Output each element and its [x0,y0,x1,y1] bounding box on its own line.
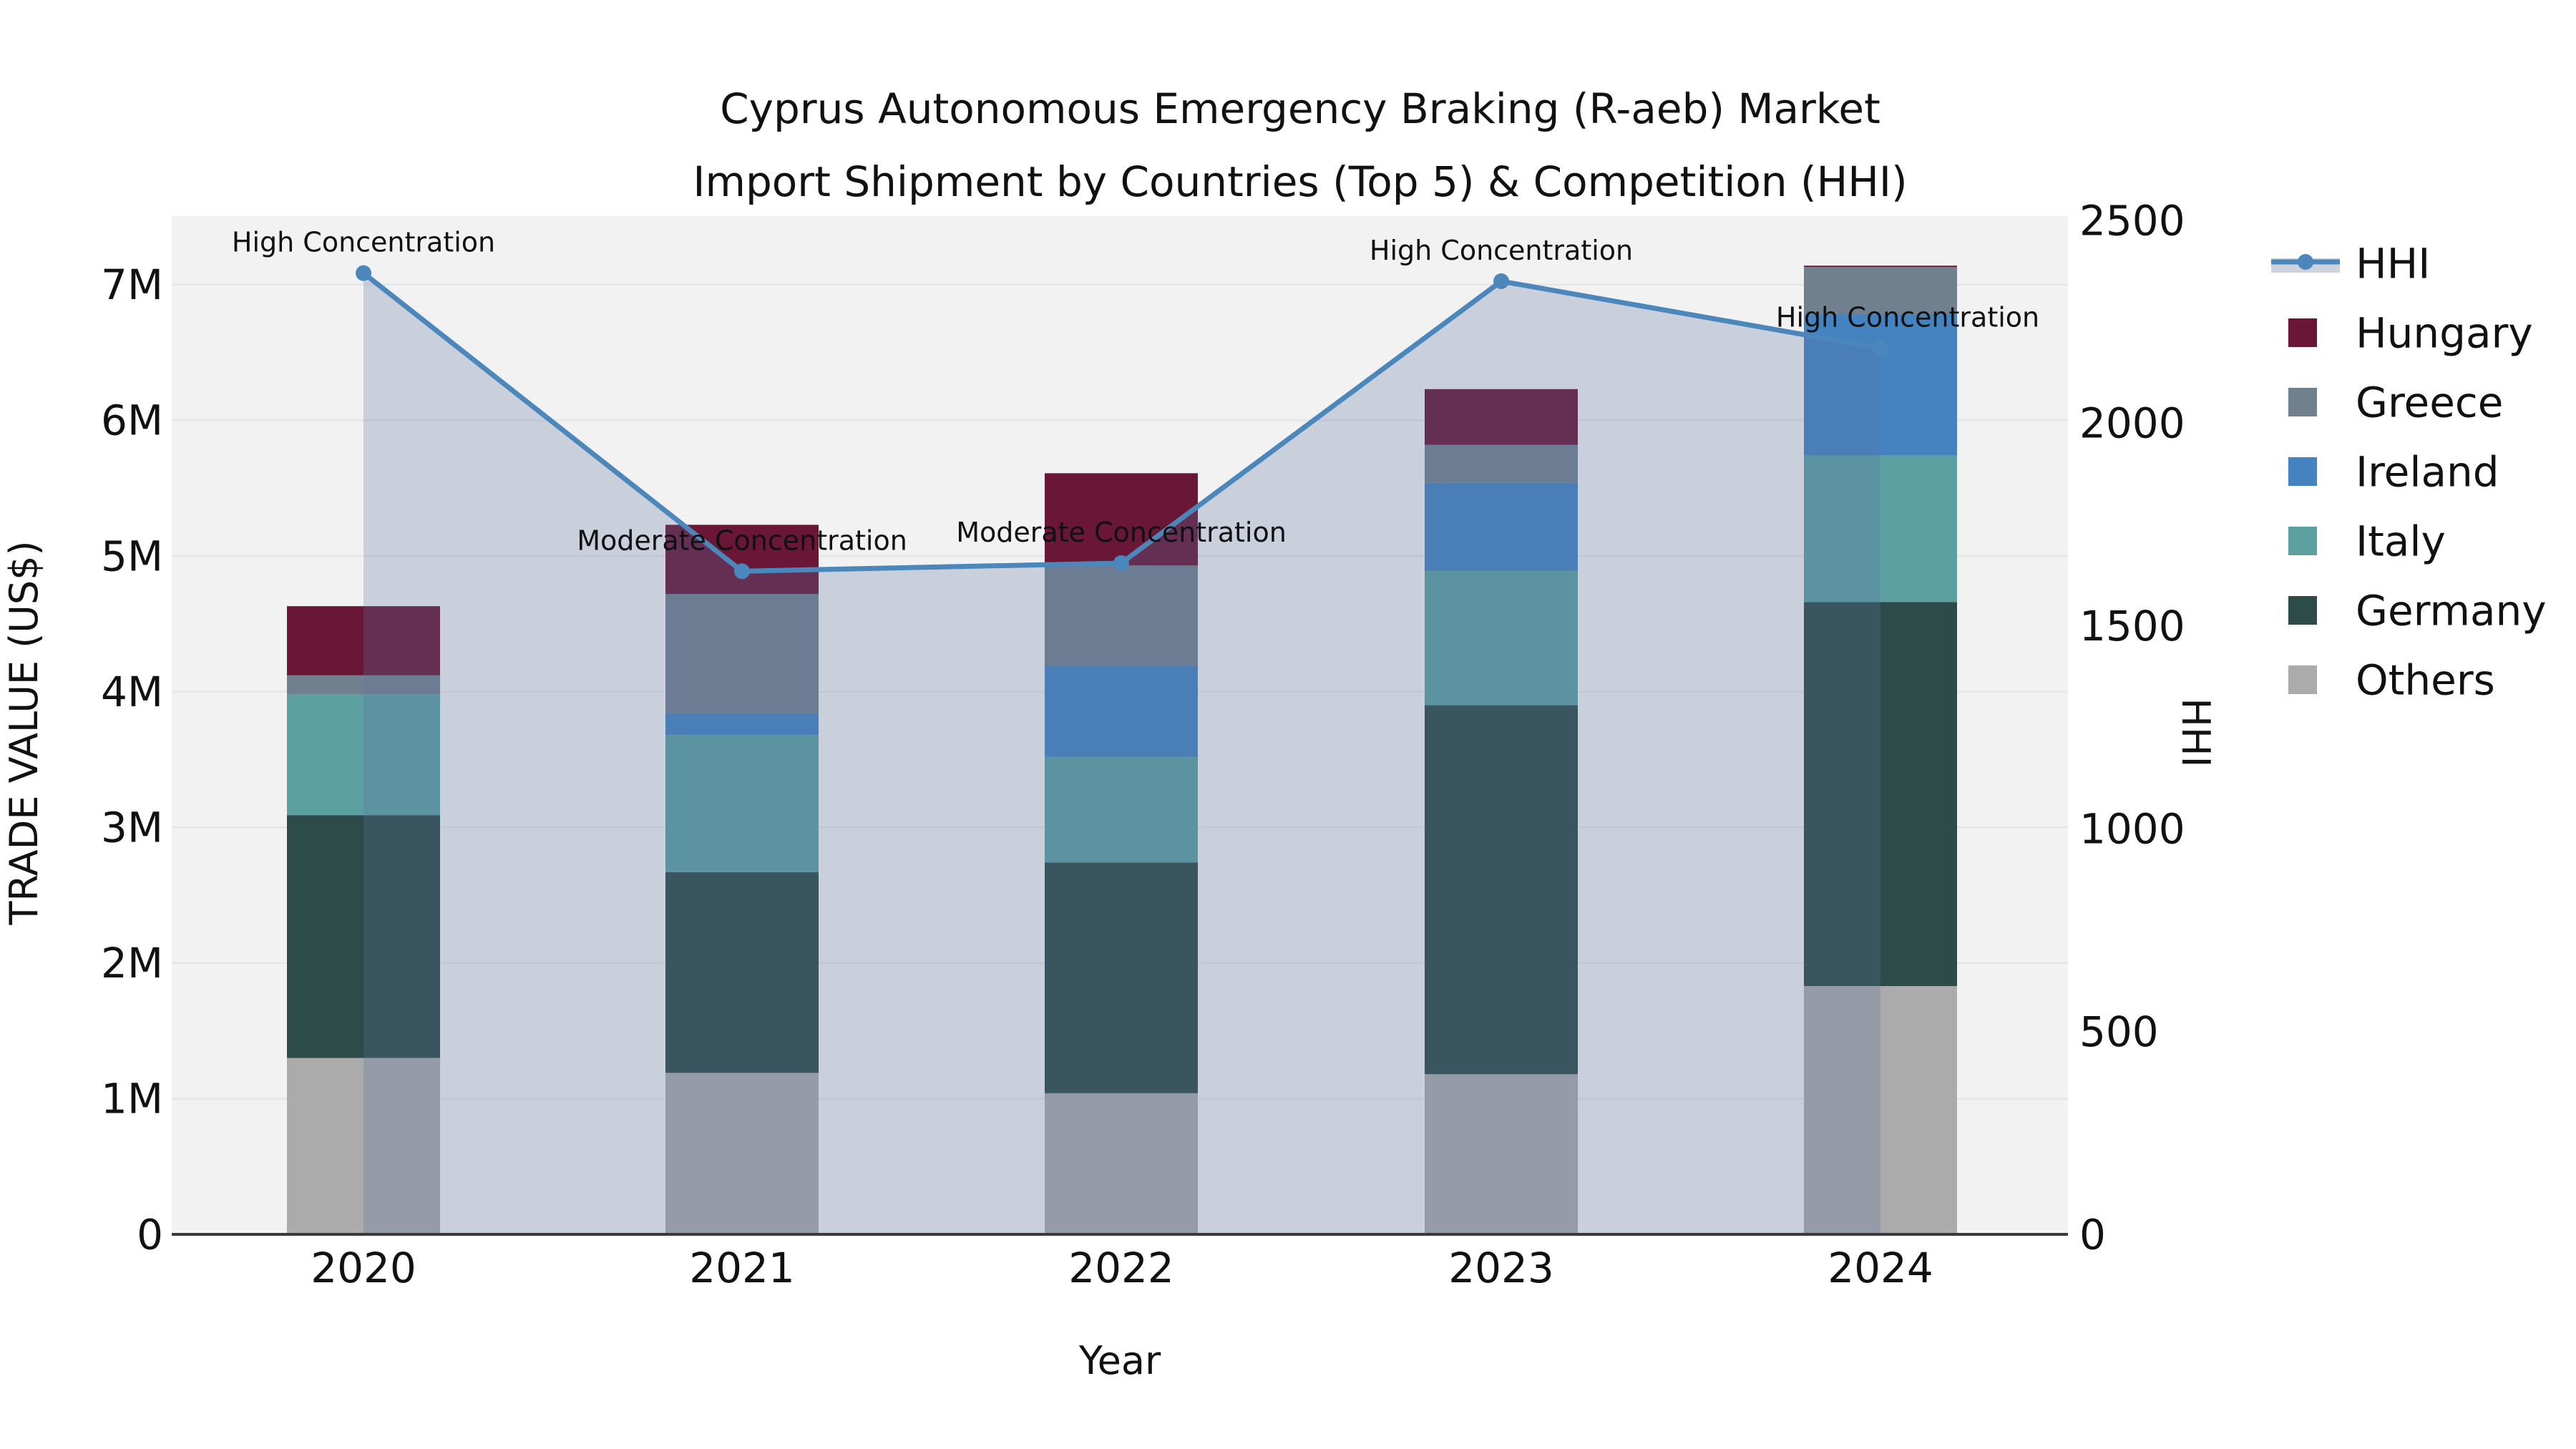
bar-2023-germany [1425,705,1578,1075]
legend-label-ireland: Ireland [2356,447,2499,496]
annotation-2024: High Concentration [1776,302,2039,333]
x-tick-2023: 2023 [1448,1244,1554,1292]
y-left-tick: 3M [101,804,163,852]
bar-2023-greece [1425,444,1578,483]
bar-2023-ireland [1425,482,1578,571]
x-axis-label: Year [1078,1338,1161,1383]
y-left-tick: 6M [101,396,163,445]
x-tick-2022: 2022 [1068,1244,1174,1292]
bar-2023-italy [1425,570,1578,706]
bar-2022-ireland [1045,665,1198,757]
legend-swatch-others [2288,665,2317,694]
y-left-tick: 7M [101,260,163,309]
bar-2022-germany [1045,862,1198,1093]
hhi-marker-2022 [1113,555,1129,571]
bar-2022-hungary [1045,473,1198,566]
x-tick-2024: 2024 [1828,1244,1933,1292]
y-right-tick: 2500 [2079,196,2185,245]
y-left-tick: 1M [101,1075,163,1123]
legend-swatch-hungary [2288,318,2317,347]
bar-2024-italy [1804,455,1957,602]
bar-2021-hungary [665,525,819,595]
hhi-area-fill [364,273,1880,1235]
bar-2022-others [1045,1093,1198,1234]
annotation-2020: High Concentration [232,227,495,258]
legend-label-germany: Germany [2356,586,2547,635]
chart-title-line1: Cyprus Autonomous Emergency Braking (R-a… [720,84,1880,133]
y-right-tick: 2000 [2079,399,2185,448]
bar-2020-germany [287,815,440,1058]
legend-label-hhi: HHI [2356,239,2430,288]
y-left-tick: 5M [101,532,163,580]
legend-swatch-hhi-marker [2298,254,2313,270]
x-tick-2021: 2021 [689,1244,795,1292]
hhi-marker-2021 [734,563,750,580]
bar-2021-ireland [665,713,819,736]
y-left-tick: 2M [101,939,163,987]
bar-2024-others [1804,986,1957,1234]
legend-label-greece: Greece [2356,378,2503,426]
hhi-area [364,273,1880,1235]
bar-2021-others [665,1073,819,1234]
bar-2021-italy [665,735,819,872]
annotations: High Concentration Moderate Concentration… [232,227,2039,557]
bar-2020-italy [287,694,440,816]
hhi-marker-2020 [356,265,371,281]
bar-2020-others [287,1058,440,1234]
legend-swatch-germany [2288,596,2317,625]
x-tick-labels: 2020 2021 2022 2023 2024 [311,1244,1933,1292]
y-left-tick: 0 [137,1210,163,1259]
legend-swatch-ireland [2288,457,2317,486]
legend-label-others: Others [2356,655,2495,704]
bar-2022-greece [1045,565,1198,666]
left-tick-labels: 0 1M 2M 3M 4M 5M 6M 7M [101,260,163,1259]
right-tick-labels: 0 500 1000 1500 2000 2500 [2079,196,2185,1259]
chart-title-line2: Import Shipment by Countries (Top 5) & C… [693,157,1907,206]
annotation-2021: Moderate Concentration [577,525,907,556]
stacked-bars [287,265,1957,1234]
hhi-line [356,265,1888,580]
bar-2024-greece [1804,267,1957,315]
legend: HHI Hungary Greece Ireland Italy Germany Other… [2271,239,2547,704]
annotation-2023: High Concentration [1370,235,1633,266]
bar-2024-hungary [1804,265,1957,268]
bar-2021-germany [665,872,819,1073]
bar-2024-germany [1804,602,1957,987]
bar-2021-greece [665,594,819,713]
y-right-tick: 1000 [2079,805,2185,854]
bar-2023-hungary [1425,389,1578,445]
hhi-marker-2023 [1493,273,1509,290]
y-right-tick: 0 [2079,1210,2106,1259]
y-left-axis-label: TRADE VALUE (US$) [1,540,47,925]
bar-2022-italy [1045,756,1198,863]
legend-swatch-greece [2288,388,2317,416]
legend-label-hungary: Hungary [2356,308,2533,357]
annotation-2022: Moderate Concentration [956,517,1287,548]
y-right-tick: 500 [2079,1008,2159,1056]
x-tick-2020: 2020 [311,1244,416,1292]
legend-label-italy: Italy [2356,517,2446,565]
bar-2020-greece [287,675,440,695]
bar-2020-hungary [287,606,440,675]
y-right-axis-label: HHI [2173,698,2218,767]
hhi-marker-2024 [1873,340,1888,356]
legend-swatch-italy [2288,527,2317,555]
y-right-tick: 1500 [2079,602,2185,650]
y-left-tick: 4M [101,668,163,716]
bar-2023-others [1425,1074,1578,1234]
